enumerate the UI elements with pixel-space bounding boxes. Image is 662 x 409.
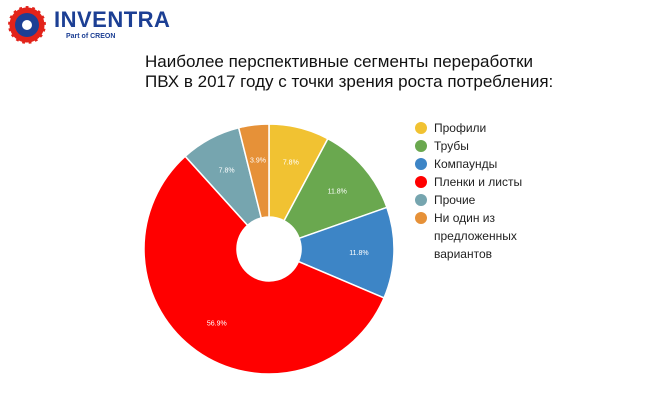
slice-label-5: 7.8% bbox=[219, 168, 235, 175]
legend-swatch bbox=[415, 194, 427, 206]
legend-label: Профили bbox=[434, 121, 487, 135]
logo-gear-icon bbox=[6, 4, 48, 46]
legend-item: Ни один из предложенных вариантов bbox=[415, 209, 575, 263]
legend-swatch bbox=[415, 158, 427, 170]
pie-slice-4 bbox=[143, 155, 386, 375]
legend-label: Пленки и листы bbox=[434, 175, 523, 189]
legend-item: Трубы bbox=[415, 137, 575, 155]
slice-label-3: 11.8% bbox=[349, 250, 368, 257]
pie-slice-6 bbox=[237, 123, 270, 219]
legend-item: Компаунды bbox=[415, 155, 575, 173]
inventra-logo: INVENTRA Part of CREON bbox=[6, 4, 196, 46]
legend-item: Пленки и листы bbox=[415, 173, 575, 191]
legend-swatch bbox=[415, 122, 427, 134]
legend-swatch bbox=[415, 140, 427, 152]
legend-label: Трубы bbox=[434, 139, 469, 153]
chart-title: Наиболее перспективные сегменты перерабо… bbox=[145, 52, 554, 91]
legend-item: Прочие bbox=[415, 191, 575, 209]
slice-label-6: 3.9% bbox=[250, 158, 266, 165]
logo-name: INVENTRA bbox=[54, 7, 171, 32]
legend-label: Прочие bbox=[434, 193, 476, 207]
chart-legend: Профили Трубы Компаунды Пленки и листы Прочи… bbox=[415, 119, 575, 263]
slice-label-4: 56.9% bbox=[207, 320, 227, 327]
logo-subtitle: Part of CREON bbox=[66, 33, 116, 40]
legend-label: Ни один из предложенных вариантов bbox=[434, 211, 517, 261]
legend-swatch bbox=[415, 212, 427, 224]
slice-label-2: 11.8% bbox=[328, 188, 347, 195]
slice-label-1: 7.8% bbox=[283, 160, 299, 167]
legend-swatch bbox=[415, 176, 427, 188]
legend-label: Компаунды bbox=[434, 157, 498, 171]
legend-item: Профили bbox=[415, 119, 575, 137]
